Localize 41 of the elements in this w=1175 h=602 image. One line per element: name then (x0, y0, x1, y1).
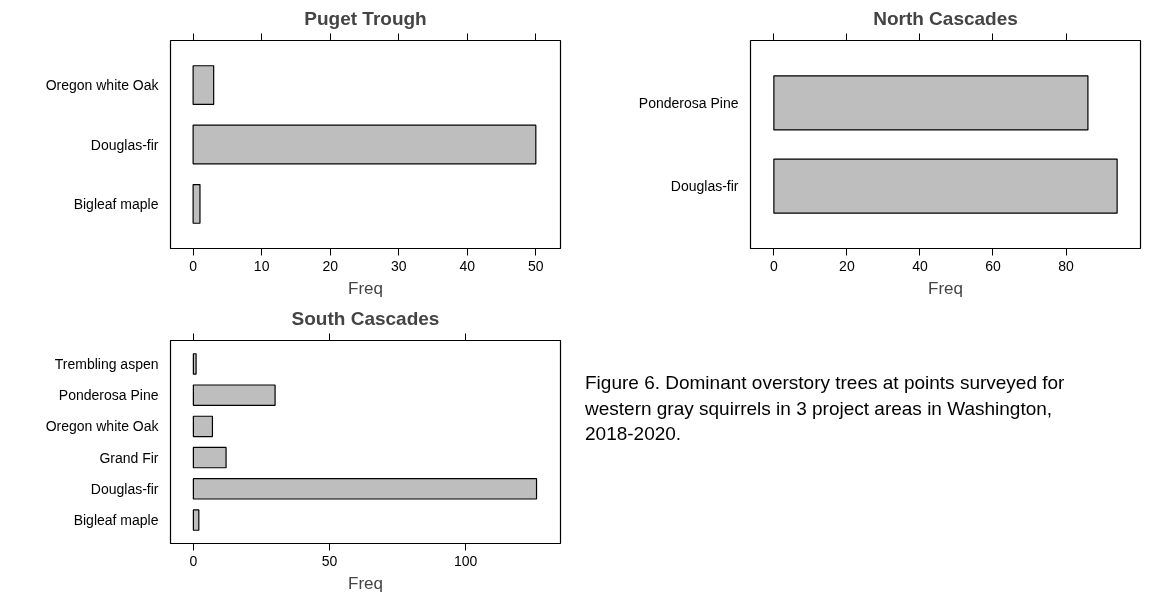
y-tick-label: Douglas-fir (90, 136, 159, 153)
y-tick-label: Grand Fir (99, 449, 159, 466)
x-tick-label: 60 (985, 257, 1001, 274)
bar (192, 353, 197, 375)
caption: Figure 6. Dominant overstory trees at points surveyed for western gray squirrels in 3 project areas in Washington, 2018-2020. (585, 371, 1066, 447)
y-tick-label: Oregon white Oak (45, 418, 160, 435)
x-tick-label: 50 (321, 552, 338, 569)
bar (192, 184, 201, 224)
x-tick-label: 50 (528, 257, 544, 274)
x-tick-label: 40 (459, 257, 476, 274)
x-tick-label: 20 (322, 257, 339, 274)
bar (192, 509, 200, 531)
bar (192, 384, 276, 406)
chart-title: North Cascades (873, 7, 1018, 29)
x-axis-title: Freq (348, 573, 383, 593)
x-tick-label: 80 (1058, 257, 1075, 274)
y-tick-label: Oregon white Oak (45, 77, 160, 94)
y-tick-label: Ponderosa Pine (638, 94, 739, 111)
y-tick-label: Bigleaf maple (73, 195, 159, 212)
x-tick-label: 0 (769, 257, 778, 274)
x-tick-label: 100 (454, 552, 478, 569)
bar (192, 446, 227, 469)
y-tick-label: Douglas-fir (670, 178, 739, 195)
x-tick-label: 0 (189, 552, 198, 569)
chart-title: South Cascades (291, 307, 440, 329)
x-tick-label: 0 (189, 257, 198, 274)
bar (192, 124, 537, 165)
x-tick-label: 30 (390, 257, 407, 274)
x-tick-label: 40 (912, 257, 928, 274)
x-tick-label: 20 (839, 257, 855, 274)
x-axis-title: Freq (928, 278, 963, 298)
y-tick-label: Trembling aspen (54, 355, 159, 372)
bar (192, 415, 214, 438)
x-tick-label: 10 (253, 257, 270, 274)
bar (192, 65, 215, 105)
y-tick-label: Bigleaf maple (73, 512, 159, 529)
bar (192, 478, 538, 500)
x-axis-title: Freq (348, 278, 383, 298)
y-tick-label: Ponderosa Pine (58, 387, 159, 404)
chart-title: Puget Trough (304, 7, 427, 29)
y-tick-label: Douglas-fir (90, 480, 159, 497)
